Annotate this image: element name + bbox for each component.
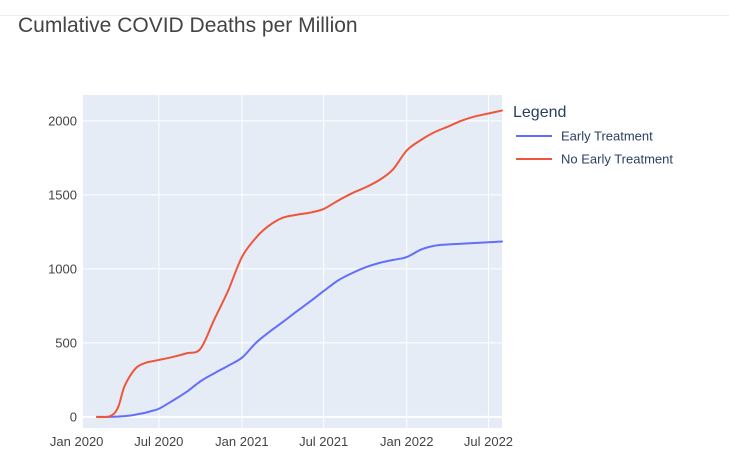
legend-title: Legend — [513, 104, 566, 121]
legend-label: No Early Treatment — [561, 152, 673, 167]
y-tick-label: 0 — [70, 409, 77, 424]
x-tick-label: Jul 2020 — [134, 434, 183, 449]
chart-title: Cumlative COVID Deaths per Million — [18, 14, 358, 37]
legend-item-no-early-treatment[interactable]: No Early Treatment — [516, 152, 673, 167]
x-axis: Jan 2020 Jul 2020 Jan 2021 Jul 2021 Jan 2022… — [50, 434, 513, 449]
legend-label: Early Treatment — [561, 129, 653, 144]
x-tick-label: Jul 2022 — [464, 434, 513, 449]
grid-lines — [76, 95, 502, 428]
x-tick-label: Jan 2022 — [380, 434, 434, 449]
x-tick-label: Jan 2020 — [50, 434, 104, 449]
y-axis: 0 500 1000 1500 2000 — [48, 113, 77, 424]
series-lines — [96, 109, 503, 419]
legend[interactable]: Legend Early Treatment No Early Treatment — [513, 104, 673, 167]
top-divider — [0, 15, 729, 16]
y-tick-label: 500 — [55, 335, 77, 350]
y-tick-label: 1000 — [48, 261, 77, 276]
x-tick-label: Jul 2021 — [299, 434, 348, 449]
x-tick-label: Jan 2021 — [215, 434, 269, 449]
plot-area — [83, 95, 502, 428]
series-line-early-treatment — [96, 240, 503, 418]
series-line-no-early-treatment — [96, 109, 503, 419]
legend-item-early-treatment[interactable]: Early Treatment — [516, 129, 653, 144]
y-tick-label: 2000 — [48, 113, 77, 128]
y-tick-label: 1500 — [48, 187, 77, 202]
